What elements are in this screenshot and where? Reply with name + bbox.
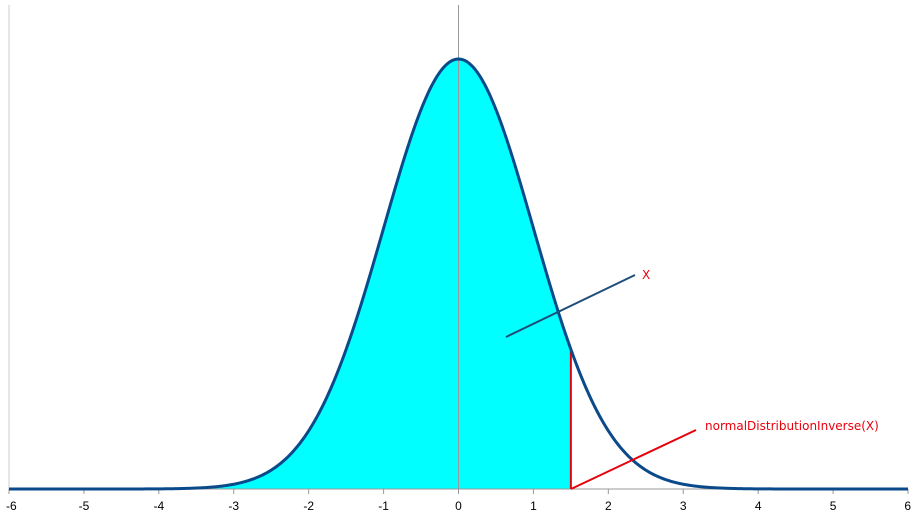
- x-tick-label: -5: [79, 499, 90, 513]
- x-tick-label: 0: [455, 499, 462, 513]
- x-tick-label: 1: [530, 499, 537, 513]
- x-tick-label: 2: [605, 499, 612, 513]
- x-tick-label: 6: [904, 499, 911, 513]
- inverse-leader-line: [570, 429, 697, 490]
- x-tick-marks: [8, 489, 909, 494]
- x-tick-labels: -6 -5 -4 -3 -2 -1 0 1 2 3 4 5 6: [6, 499, 911, 513]
- density-curve: [9, 57, 908, 491]
- inverse-annotation-label: normalDistributionInverse(X): [705, 419, 879, 433]
- x-leader-line: [505, 274, 636, 338]
- x-tick-label: -4: [153, 499, 164, 513]
- x-tick-label: -6: [6, 499, 17, 513]
- x-tick-label: -3: [228, 499, 239, 513]
- x-tick-label: 3: [680, 499, 687, 513]
- shaded-area: [9, 59, 571, 489]
- x-annotation-label: X: [642, 268, 650, 282]
- x-tick-label: 4: [755, 499, 762, 513]
- x-tick-label: -1: [378, 499, 389, 513]
- x-tick-label: -2: [303, 499, 314, 513]
- x-tick-label: 5: [830, 499, 837, 513]
